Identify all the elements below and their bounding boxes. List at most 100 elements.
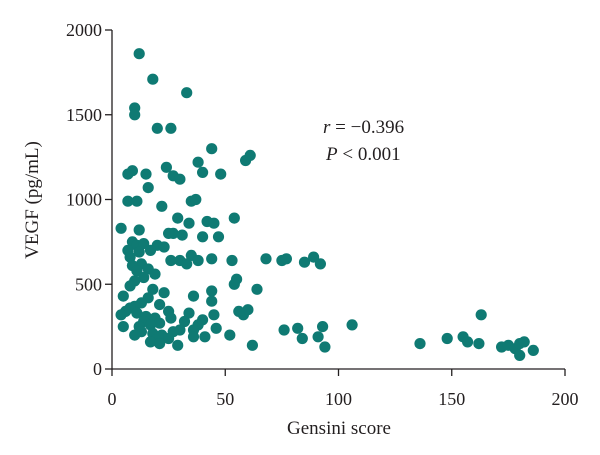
data-point	[280, 253, 292, 265]
p-symbol: P	[325, 144, 338, 165]
data-point	[206, 285, 218, 297]
y-tick-label: 1500	[66, 105, 102, 125]
data-point	[158, 241, 170, 253]
data-point	[296, 332, 308, 345]
data-point	[172, 212, 184, 224]
data-point	[441, 332, 453, 345]
data-point	[154, 338, 166, 350]
data-point	[117, 290, 129, 302]
data-point	[129, 109, 141, 121]
data-point	[319, 341, 331, 353]
data-point	[163, 227, 175, 239]
data-point	[147, 283, 159, 295]
data-point	[133, 224, 145, 236]
data-point	[212, 231, 225, 243]
data-point	[149, 268, 161, 280]
data-point	[183, 307, 195, 319]
data-point	[228, 278, 240, 290]
y-axis-title: VEGF (pg/mL)	[22, 141, 43, 259]
data-point	[140, 168, 152, 180]
y-tick-label: 2000	[66, 20, 102, 40]
data-point	[122, 168, 134, 180]
data-point	[129, 329, 141, 341]
correlation-annotation: r = −0.396	[323, 117, 404, 138]
data-point	[224, 329, 236, 341]
y-tick-label: 0	[93, 359, 102, 379]
data-point	[292, 322, 304, 334]
x-axis-title: Gensini score	[287, 418, 391, 439]
data-points	[115, 48, 539, 361]
data-point	[142, 182, 154, 194]
data-point	[183, 217, 195, 229]
data-point	[174, 173, 186, 185]
x-tick-label: 150	[438, 389, 465, 409]
r-value: = −0.396	[330, 117, 404, 138]
data-point	[226, 254, 238, 267]
data-point	[242, 304, 254, 316]
p-value: < 0.001	[338, 144, 401, 165]
data-point	[165, 312, 177, 324]
data-point	[527, 344, 539, 356]
data-point	[131, 195, 143, 207]
data-point	[197, 314, 209, 326]
data-point	[181, 258, 193, 270]
data-point	[160, 161, 172, 173]
data-point	[240, 154, 252, 167]
data-point	[172, 339, 184, 351]
data-point	[233, 305, 245, 317]
data-point	[298, 256, 311, 268]
data-point	[131, 265, 143, 277]
x-tick-label: 50	[216, 389, 234, 409]
data-point	[475, 309, 487, 321]
data-point	[192, 156, 204, 168]
data-point	[115, 222, 127, 234]
data-point	[117, 321, 129, 333]
data-point	[208, 217, 220, 229]
data-point	[124, 280, 136, 292]
data-point	[414, 338, 426, 350]
data-point	[144, 319, 157, 331]
data-point	[228, 212, 240, 224]
data-point	[206, 295, 218, 307]
data-point	[278, 324, 290, 336]
data-point	[312, 331, 324, 343]
data-point	[210, 322, 222, 334]
data-point	[518, 336, 530, 348]
data-point	[176, 229, 188, 241]
data-point	[246, 339, 258, 351]
data-point	[122, 195, 134, 207]
y-tick-label: 500	[75, 274, 102, 294]
r-symbol: r	[323, 117, 331, 138]
data-point	[154, 317, 166, 329]
data-point	[124, 251, 136, 263]
data-point	[215, 168, 227, 180]
data-point	[165, 254, 177, 267]
data-point	[187, 290, 200, 302]
data-point	[206, 253, 218, 265]
data-point	[131, 307, 143, 319]
data-point	[308, 251, 320, 263]
data-point	[163, 332, 175, 345]
data-point	[197, 166, 209, 178]
data-point	[178, 315, 191, 328]
data-point	[133, 246, 145, 258]
data-point	[260, 253, 272, 265]
data-point	[473, 338, 485, 350]
data-point	[115, 309, 127, 321]
data-point	[156, 200, 168, 212]
data-point	[462, 336, 474, 348]
data-point	[147, 73, 159, 85]
data-point	[314, 258, 326, 270]
data-point	[181, 87, 193, 99]
data-point	[154, 299, 166, 311]
data-point	[206, 143, 218, 155]
data-point	[158, 287, 170, 299]
p-value-annotation: P < 0.001	[325, 144, 401, 165]
data-point	[251, 283, 263, 295]
data-point	[190, 193, 202, 206]
data-point	[317, 321, 329, 333]
data-point	[346, 319, 358, 331]
data-point	[144, 336, 157, 348]
